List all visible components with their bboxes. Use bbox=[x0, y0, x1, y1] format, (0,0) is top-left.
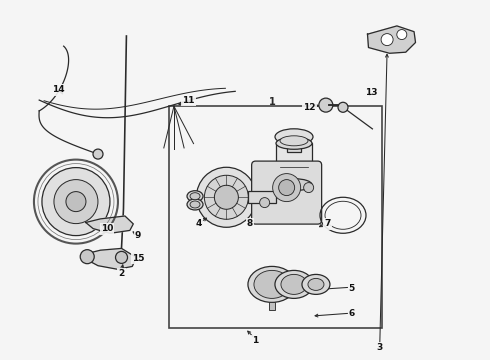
Circle shape bbox=[204, 175, 248, 219]
Ellipse shape bbox=[308, 278, 324, 291]
Bar bbox=[248, 191, 276, 203]
Circle shape bbox=[272, 174, 301, 202]
Ellipse shape bbox=[190, 193, 200, 200]
Circle shape bbox=[215, 185, 238, 209]
Circle shape bbox=[338, 102, 348, 112]
Ellipse shape bbox=[276, 179, 312, 191]
Text: 5: 5 bbox=[349, 284, 355, 293]
Polygon shape bbox=[86, 216, 133, 233]
Circle shape bbox=[116, 251, 127, 264]
Text: 2: 2 bbox=[119, 269, 124, 278]
Ellipse shape bbox=[281, 274, 307, 294]
Circle shape bbox=[397, 30, 407, 40]
Polygon shape bbox=[368, 26, 416, 53]
Text: 13: 13 bbox=[365, 88, 378, 97]
Bar bbox=[276, 143, 312, 185]
Ellipse shape bbox=[248, 266, 296, 302]
Circle shape bbox=[66, 192, 86, 212]
Circle shape bbox=[260, 198, 270, 208]
Circle shape bbox=[80, 250, 94, 264]
Ellipse shape bbox=[275, 129, 313, 145]
Text: 6: 6 bbox=[349, 310, 355, 319]
Ellipse shape bbox=[276, 137, 312, 149]
Text: 8: 8 bbox=[247, 219, 253, 228]
Circle shape bbox=[304, 183, 314, 193]
Circle shape bbox=[319, 98, 333, 112]
Text: 3: 3 bbox=[377, 343, 383, 352]
Circle shape bbox=[93, 149, 103, 159]
Circle shape bbox=[42, 168, 110, 235]
Circle shape bbox=[381, 33, 393, 46]
Ellipse shape bbox=[254, 270, 290, 298]
Text: 1: 1 bbox=[252, 336, 258, 345]
Ellipse shape bbox=[187, 191, 203, 202]
Text: 12: 12 bbox=[303, 103, 316, 112]
Circle shape bbox=[279, 180, 294, 195]
Circle shape bbox=[54, 180, 98, 224]
Ellipse shape bbox=[187, 199, 203, 210]
Text: 11: 11 bbox=[182, 96, 195, 105]
Ellipse shape bbox=[302, 274, 330, 294]
FancyBboxPatch shape bbox=[252, 161, 321, 224]
Bar bbox=[169, 106, 382, 328]
Text: 10: 10 bbox=[100, 225, 113, 234]
Ellipse shape bbox=[280, 136, 308, 146]
Text: 1: 1 bbox=[269, 96, 275, 107]
Text: 9: 9 bbox=[135, 231, 142, 240]
Polygon shape bbox=[86, 248, 136, 269]
Ellipse shape bbox=[275, 270, 313, 298]
Bar bbox=[269, 302, 275, 310]
Circle shape bbox=[196, 167, 256, 227]
Ellipse shape bbox=[190, 201, 200, 208]
Bar bbox=[287, 140, 301, 152]
Text: 15: 15 bbox=[132, 254, 145, 263]
Text: 14: 14 bbox=[52, 85, 65, 94]
Text: 4: 4 bbox=[195, 219, 202, 228]
Text: 7: 7 bbox=[324, 219, 331, 228]
